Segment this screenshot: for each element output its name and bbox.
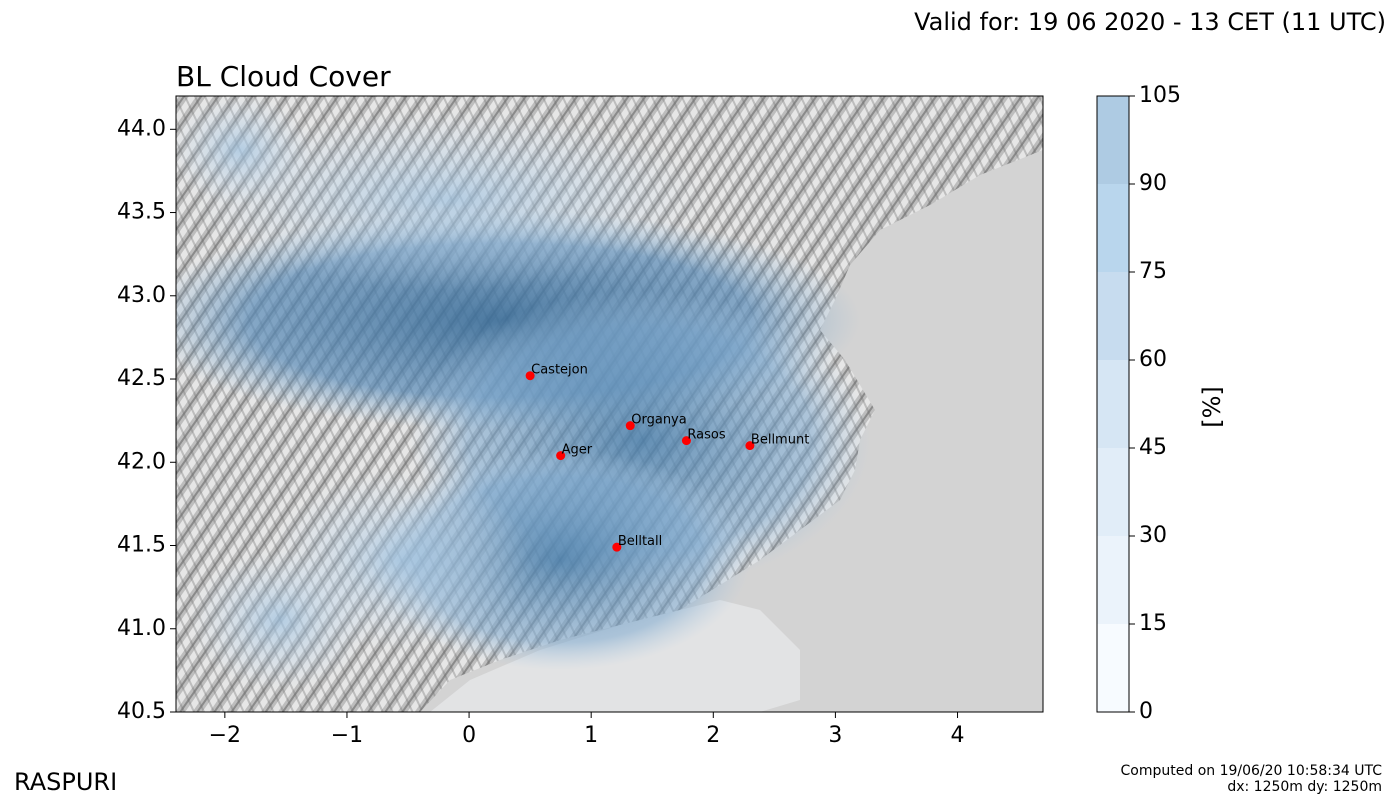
x-axis: −2 −1 0 1 2 3 4 <box>209 712 965 748</box>
colorbar-segment <box>1097 360 1129 448</box>
colorbar-frame <box>1096 95 1130 713</box>
y-tick-label: 40.5 <box>117 699 166 724</box>
y-tick-label: 43.5 <box>117 200 166 225</box>
y-tick-label: 44.0 <box>117 116 166 141</box>
x-tick-label: 0 <box>462 723 476 748</box>
colorbar-segment <box>1097 448 1129 536</box>
colorbar-tick-label: 0 <box>1139 699 1153 724</box>
colorbar: 0 15 30 45 60 75 90 105 <box>1096 83 1181 724</box>
city-label: Belltall <box>618 534 662 549</box>
sea-area <box>420 150 1043 712</box>
y-tick-label: 43.0 <box>117 283 166 308</box>
city-marker[interactable] <box>681 436 691 446</box>
y-tick-label: 41.0 <box>117 616 166 641</box>
colorbar-label: [%] <box>1198 386 1226 428</box>
colorbar-tick-label: 60 <box>1139 347 1167 372</box>
x-tick-label: −1 <box>331 723 363 748</box>
colorbar-segment <box>1097 536 1129 624</box>
cloud-north <box>190 110 710 290</box>
y-tick-label: 42.5 <box>117 366 166 391</box>
brand-label: RASPURI <box>14 768 118 796</box>
y-tick-label: 42.0 <box>117 449 166 474</box>
city-label: Castejon <box>531 363 588 378</box>
city-marker[interactable] <box>525 371 535 381</box>
city-label: Organya <box>631 413 686 428</box>
colorbar-tick-label: 30 <box>1139 523 1167 548</box>
colorbar-segment <box>1097 96 1129 184</box>
valid-time-label: Valid for: 19 06 2020 - 13 CET (11 UTC) <box>914 8 1386 36</box>
map-frame <box>175 95 1044 713</box>
cloud-west <box>176 96 310 205</box>
x-tick-label: −2 <box>209 723 241 748</box>
y-axis: 40.5 41.0 41.5 42.0 42.5 43.0 43.5 44.0 <box>117 116 176 724</box>
colorbar-segment <box>1097 624 1129 712</box>
city-marker[interactable] <box>625 421 635 431</box>
colorbar-tick-label: 75 <box>1139 259 1167 284</box>
computed-info: Computed on 19/06/20 10:58:34 UTC dx: 12… <box>1121 763 1382 795</box>
colorbar-tick-label: 90 <box>1139 171 1167 196</box>
x-tick-label: 2 <box>706 723 720 748</box>
city-marker[interactable] <box>556 451 566 461</box>
cloud-interior <box>270 470 530 650</box>
grid-resolution-text: dx: 1250m dy: 1250m <box>1227 779 1382 795</box>
colorbar-tick-label: 15 <box>1139 611 1167 636</box>
y-tick-label: 41.5 <box>117 533 166 558</box>
colorbar-tick-label: 45 <box>1139 435 1167 460</box>
computed-time-text: Computed on 19/06/20 10:58:34 UTC <box>1120 763 1382 779</box>
x-tick-label: 3 <box>828 723 842 748</box>
colorbar-segment <box>1097 272 1129 360</box>
x-tick-label: 4 <box>951 723 965 748</box>
x-tick-label: 1 <box>584 723 598 748</box>
city-label: Bellmunt <box>751 433 809 448</box>
city-marker[interactable] <box>745 441 755 451</box>
colorbar-tick-label: 105 <box>1139 83 1181 108</box>
city-label: Rasos <box>687 428 725 443</box>
city-label: Ager <box>562 443 593 458</box>
plot-title: BL Cloud Cover <box>176 60 391 93</box>
city-marker[interactable] <box>612 542 622 552</box>
colorbar-segment <box>1097 184 1129 272</box>
